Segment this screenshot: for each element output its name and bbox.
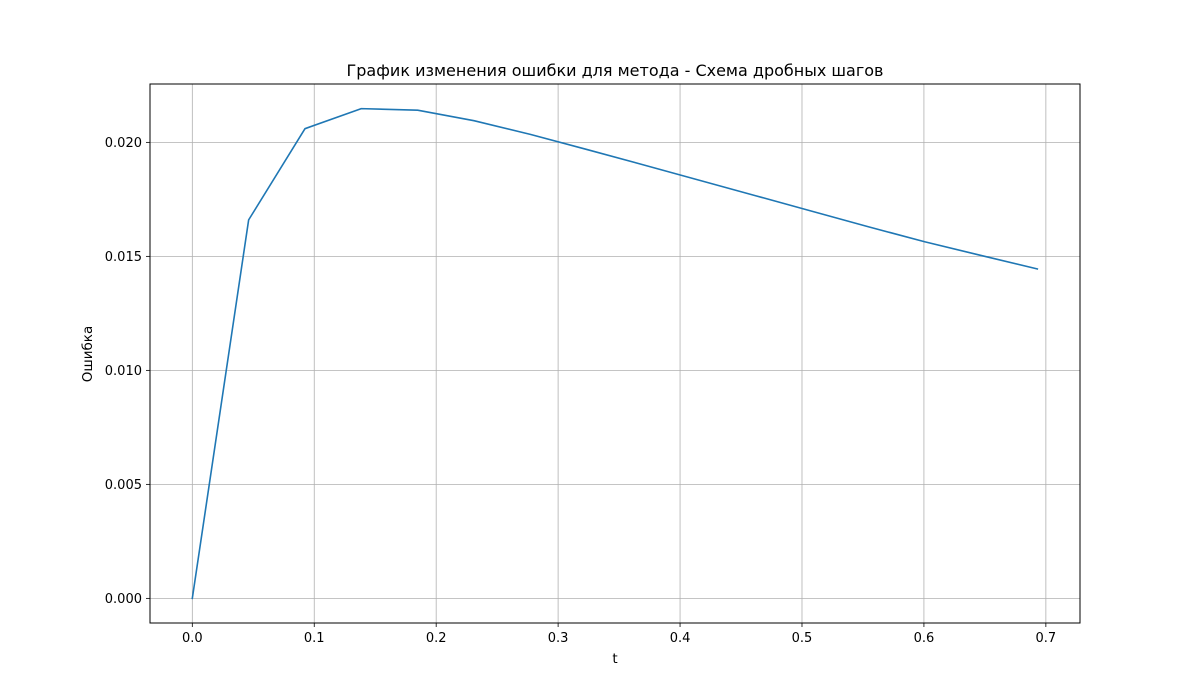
x-tick-label: 0.6 — [914, 631, 935, 646]
x-tick-label: 0.2 — [426, 631, 447, 646]
x-tick-label: 0.3 — [548, 631, 569, 646]
x-axis-ticks: 0.0 0.1 0.2 0.3 0.4 0.5 0.6 0.7 — [182, 623, 1056, 646]
series-layer — [191, 107, 1039, 600]
y-tick-label: 0.000 — [105, 592, 142, 607]
x-tick-label: 0.7 — [1036, 631, 1057, 646]
x-tick-label: 0.0 — [182, 631, 203, 646]
y-axis-ticks: 0.000 0.005 0.010 0.015 0.020 — [105, 136, 150, 607]
y-tick-label: 0.015 — [105, 250, 142, 265]
y-tick-label: 0.020 — [105, 136, 142, 151]
y-tick-label: 0.005 — [105, 478, 142, 493]
y-tick-label: 0.010 — [105, 364, 142, 379]
y-axis-label: Ошибка — [80, 326, 96, 383]
x-tick-label: 0.4 — [670, 631, 691, 646]
x-tick-label: 0.1 — [304, 631, 325, 646]
chart-title: График изменения ошибки для метода - Схе… — [347, 61, 884, 80]
plot-frame — [149, 83, 1081, 624]
series-line — [191, 107, 1039, 600]
grid — [150, 84, 1080, 623]
x-axis-label: t — [612, 651, 617, 667]
x-tick-label: 0.5 — [792, 631, 813, 646]
